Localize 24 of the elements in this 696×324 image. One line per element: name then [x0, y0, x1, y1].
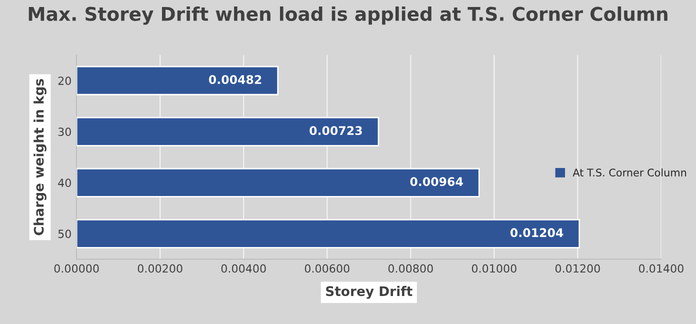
- x-tick-label: 0.00400: [221, 264, 266, 273]
- data-label: 0.00482: [208, 75, 262, 84]
- data-label: 0.00964: [410, 177, 463, 186]
- x-tick-label: 0.00800: [388, 264, 433, 273]
- y-axis-title: Charge weight in kgs: [34, 79, 46, 236]
- y-tick-label: 50: [58, 230, 71, 238]
- y-tick-label: 40: [58, 178, 71, 188]
- x-tick-label: 0.00200: [138, 264, 182, 273]
- bar: [76, 66, 279, 96]
- data-label: 0.00723: [310, 126, 362, 136]
- data-label: 0.01204: [510, 228, 564, 238]
- x-tick-label: 0.01000: [472, 264, 516, 273]
- bar: [76, 168, 480, 198]
- legend-label: At T.S. Corner Column: [572, 168, 686, 176]
- y-tick-label: 20: [58, 76, 71, 85]
- x-tick-label: 0.00000: [54, 264, 99, 273]
- chart-title: Max. Storey Drift when load is applied at T.S. Corner Column: [28, 6, 668, 25]
- x-tick-label: 0.01400: [638, 264, 684, 273]
- bar: [76, 116, 380, 146]
- y-tick-label: 30: [58, 128, 71, 136]
- x-tick-label: 0.00600: [304, 264, 350, 273]
- x-tick-label: 0.01200: [555, 264, 600, 273]
- bar: [76, 218, 580, 248]
- x-axis-title: Storey Drift: [326, 286, 412, 299]
